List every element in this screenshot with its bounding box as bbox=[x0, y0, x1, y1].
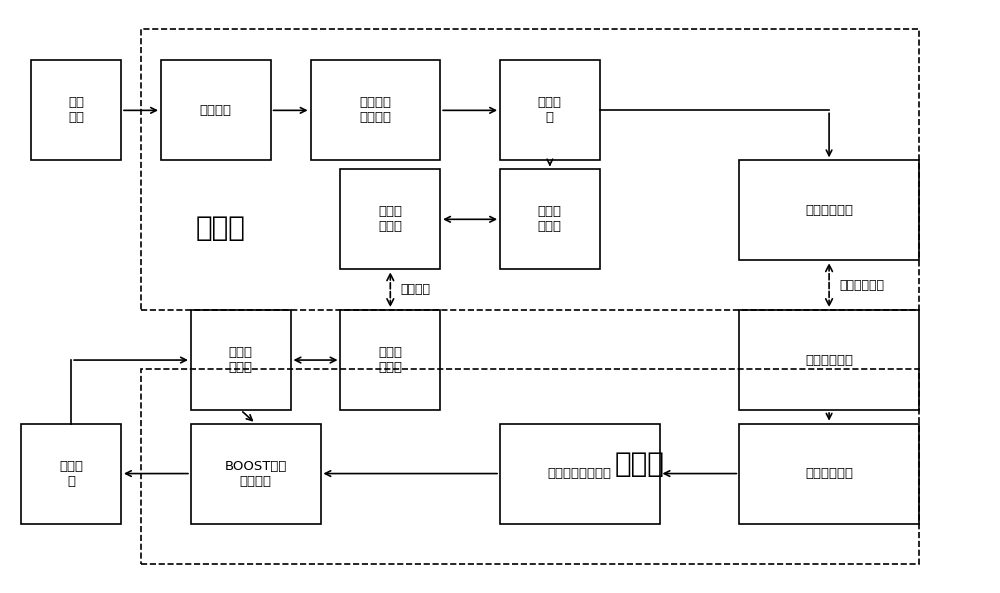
FancyBboxPatch shape bbox=[21, 423, 121, 524]
Text: 发射端: 发射端 bbox=[196, 215, 246, 243]
Text: 逆变单
元: 逆变单 元 bbox=[538, 96, 562, 125]
Text: 无线通讯: 无线通讯 bbox=[400, 283, 430, 296]
Text: 高频整流滤波单元: 高频整流滤波单元 bbox=[548, 467, 612, 480]
FancyBboxPatch shape bbox=[161, 60, 271, 160]
Text: 整流单元: 整流单元 bbox=[200, 104, 232, 117]
FancyBboxPatch shape bbox=[340, 170, 440, 269]
Text: 第二控
制单元: 第二控 制单元 bbox=[229, 346, 253, 374]
Text: BOOST升压
变换单元: BOOST升压 变换单元 bbox=[224, 460, 287, 487]
FancyBboxPatch shape bbox=[500, 423, 660, 524]
Text: 第一控
制单元: 第一控 制单元 bbox=[538, 205, 562, 233]
Text: 无线电力传输: 无线电力传输 bbox=[839, 279, 884, 292]
Text: 发射线圈单元: 发射线圈单元 bbox=[805, 204, 853, 216]
Text: 第一通
信单元: 第一通 信单元 bbox=[378, 205, 402, 233]
FancyBboxPatch shape bbox=[191, 310, 291, 410]
Text: 接收线圈单元: 接收线圈单元 bbox=[805, 353, 853, 366]
Text: 负载补偿单元: 负载补偿单元 bbox=[805, 467, 853, 480]
FancyBboxPatch shape bbox=[500, 170, 600, 269]
FancyBboxPatch shape bbox=[31, 60, 121, 160]
Text: 工频
电源: 工频 电源 bbox=[68, 96, 84, 125]
FancyBboxPatch shape bbox=[340, 310, 440, 410]
FancyBboxPatch shape bbox=[739, 423, 919, 524]
FancyBboxPatch shape bbox=[739, 310, 919, 410]
Text: 第二通
信单元: 第二通 信单元 bbox=[378, 346, 402, 374]
FancyBboxPatch shape bbox=[739, 160, 919, 260]
FancyBboxPatch shape bbox=[191, 423, 320, 524]
Text: 电池系
统: 电池系 统 bbox=[59, 460, 83, 487]
FancyBboxPatch shape bbox=[500, 60, 600, 160]
Text: 接收端: 接收端 bbox=[615, 451, 665, 479]
Text: 功率因数
校正单元: 功率因数 校正单元 bbox=[359, 96, 391, 125]
FancyBboxPatch shape bbox=[311, 60, 440, 160]
